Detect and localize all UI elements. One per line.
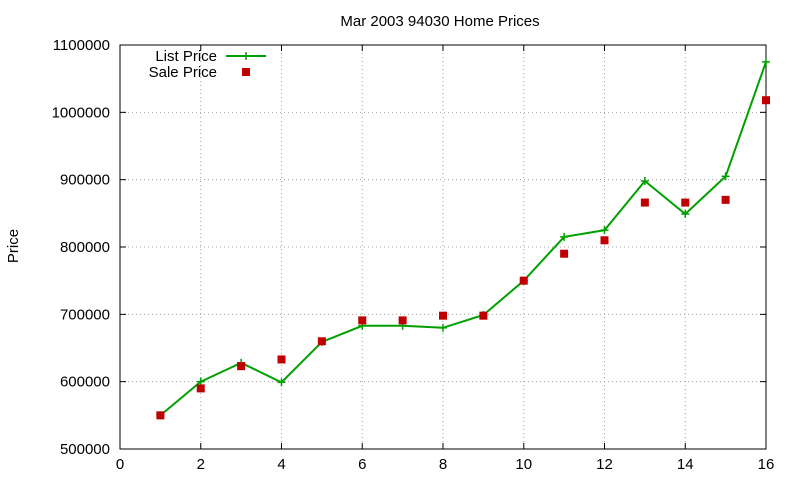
sale-price-point bbox=[681, 198, 690, 207]
y-tick-label: 1100000 bbox=[53, 37, 110, 54]
sale-price-point bbox=[237, 362, 246, 371]
x-tick-label: 4 bbox=[277, 456, 285, 473]
sale-price-point bbox=[156, 411, 165, 420]
sale-price-point bbox=[317, 337, 326, 346]
data-series bbox=[156, 57, 770, 420]
sale-price-point bbox=[439, 311, 447, 320]
chart-title: Mar 2003 94030 Home Prices bbox=[340, 13, 539, 30]
list-price-point bbox=[277, 378, 286, 387]
list-price-point bbox=[640, 177, 649, 186]
axes: 0 2 4 6 8 10 12 14 16 500000 600000 700000 800000 900… bbox=[52, 37, 775, 473]
legend-cross-swatch bbox=[242, 52, 250, 60]
x-tick-label: 8 bbox=[439, 456, 447, 473]
x-tick-label: 2 bbox=[197, 456, 205, 473]
legend-square-swatch bbox=[242, 68, 250, 76]
sale-price-point bbox=[560, 249, 569, 258]
list-price-point bbox=[439, 323, 447, 332]
y-tick-label: 1000000 bbox=[52, 104, 110, 121]
sale-price-point bbox=[479, 311, 488, 320]
y-tick-label: 800000 bbox=[60, 239, 110, 256]
sale-price-point bbox=[277, 355, 286, 364]
sale-price-point bbox=[398, 316, 407, 325]
x-tick-label: 0 bbox=[116, 456, 124, 473]
sale-price-point bbox=[196, 384, 205, 393]
list-price-point bbox=[681, 210, 690, 219]
list-price-point bbox=[196, 377, 205, 386]
y-tick-label: 600000 bbox=[60, 374, 110, 391]
legend-label: List Price bbox=[155, 48, 217, 65]
y-tick-label: 900000 bbox=[60, 172, 110, 189]
legend-label: Sale Price bbox=[149, 64, 217, 81]
y-axis-label: Price bbox=[5, 229, 22, 263]
sale-price-point bbox=[519, 276, 528, 285]
y-tick-label: 500000 bbox=[60, 441, 110, 458]
sale-price-point bbox=[600, 236, 609, 245]
sale-price-point bbox=[721, 195, 730, 204]
sale-price-point bbox=[640, 198, 649, 207]
list-price-line bbox=[159, 61, 767, 417]
list-price-point bbox=[600, 226, 609, 235]
x-tick-label: 6 bbox=[358, 456, 366, 473]
list-price-point bbox=[721, 172, 730, 181]
x-tick-label: 12 bbox=[596, 456, 613, 473]
x-tick-label: 10 bbox=[515, 456, 532, 473]
list-price-point bbox=[560, 232, 569, 241]
x-tick-label: 16 bbox=[758, 456, 775, 473]
list-price-point bbox=[762, 57, 770, 66]
sale-price-point bbox=[762, 96, 770, 105]
x-tick-label: 14 bbox=[677, 456, 694, 473]
y-tick-label: 700000 bbox=[60, 306, 110, 323]
sale-price-point bbox=[358, 316, 367, 325]
